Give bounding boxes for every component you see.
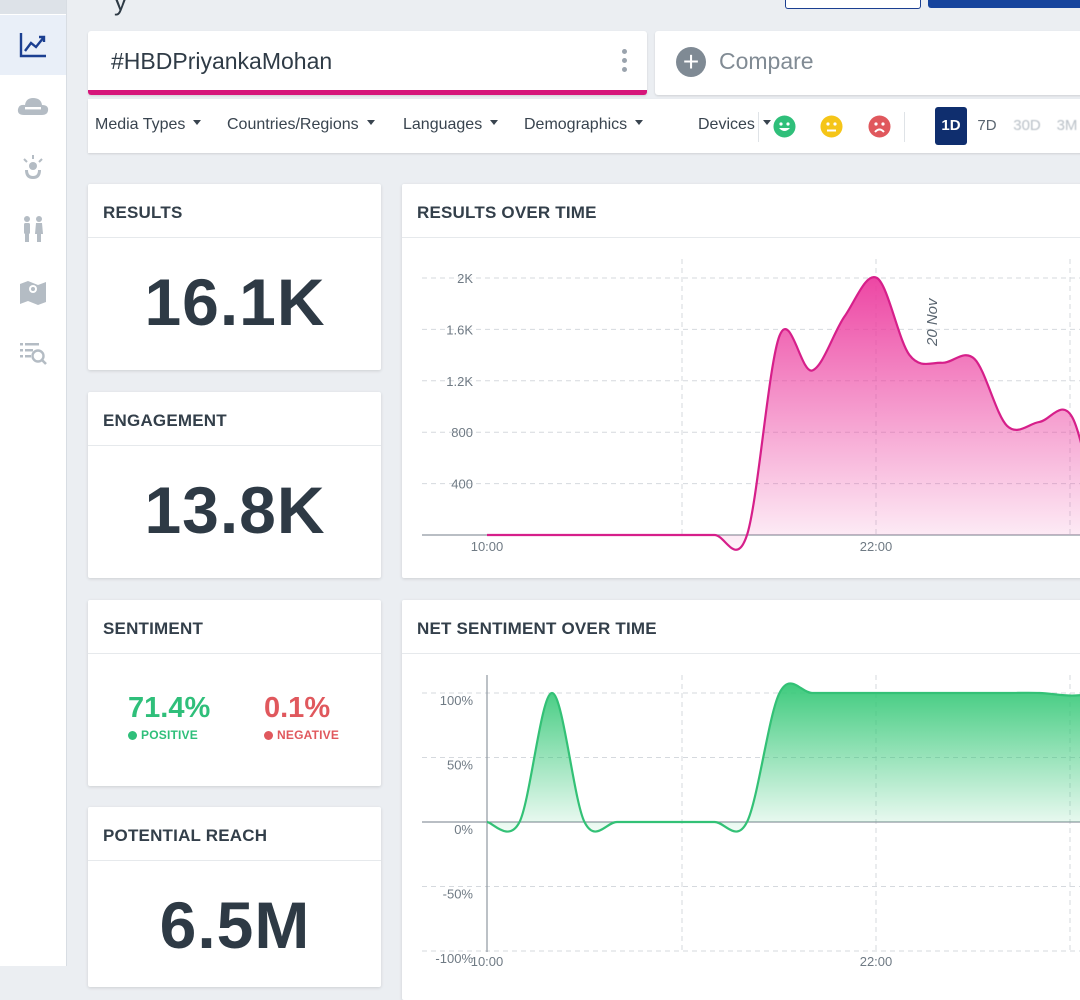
date-marker: 20 Nov xyxy=(924,297,941,347)
y-tick-label: -50% xyxy=(443,887,474,902)
demographics-icon xyxy=(19,214,47,244)
net-sentiment-card: NET SENTIMENT OVER TIME 100%50%0%-50%-10… xyxy=(402,600,1080,1000)
y-tick-label: 400 xyxy=(451,477,473,492)
y-tick-label: 100% xyxy=(440,693,474,708)
more-options-icon[interactable] xyxy=(620,49,628,77)
y-tick-label: 1.2K xyxy=(446,374,473,389)
positive-face-icon[interactable] xyxy=(773,115,796,138)
query-text[interactable]: #HBDPriyankaMohan xyxy=(111,48,332,75)
filter-demographics[interactable]: Demographics xyxy=(524,116,643,134)
caret-down-icon xyxy=(763,120,771,125)
filter-countries-regions[interactable]: Countries/Regions xyxy=(227,116,375,134)
sidebar-item-analytics[interactable] xyxy=(0,15,66,75)
range-30d-button[interactable]: 30D xyxy=(1011,107,1043,145)
y-tick-label: 50% xyxy=(447,758,473,773)
neutral-face-icon[interactable] xyxy=(820,115,843,138)
x-tick-label: 22:00 xyxy=(860,954,893,969)
caret-down-icon xyxy=(367,120,375,125)
negative-value: 0.1% xyxy=(264,692,330,725)
compare-label[interactable]: Compare xyxy=(719,48,814,75)
filter-bar: Media Types Countries/Regions Languages … xyxy=(88,99,1080,153)
query-accent-underline xyxy=(88,90,647,95)
reach-title: POTENTIAL REACH xyxy=(103,826,267,846)
y-tick-label: -100% xyxy=(435,951,473,966)
card-divider xyxy=(88,237,381,238)
sidebar-top-strip xyxy=(0,0,66,14)
y-tick-label: 2K xyxy=(457,271,473,286)
x-tick-label: 10:00 xyxy=(471,539,504,554)
caret-down-icon xyxy=(635,120,643,125)
filter-media-types[interactable]: Media Types xyxy=(95,116,201,134)
sidebar-item-influencers[interactable] xyxy=(0,138,66,198)
card-divider xyxy=(88,860,381,861)
caret-down-icon xyxy=(193,120,201,125)
y-tick-label: 800 xyxy=(451,425,473,440)
results-area xyxy=(487,277,1080,550)
sidebar-item-mentions[interactable] xyxy=(0,323,66,383)
results-card: RESULTS 16.1K xyxy=(88,184,381,370)
query-card[interactable]: #HBDPriyankaMohan xyxy=(88,31,647,95)
caret-down-icon xyxy=(490,120,498,125)
negative-face-icon xyxy=(264,731,273,740)
range-1d-button[interactable]: 1D xyxy=(935,107,967,145)
y-tick-label: 1.6K xyxy=(446,322,473,337)
negative-face-icon[interactable] xyxy=(868,115,891,138)
engagement-card: ENGAGEMENT 13.8K xyxy=(88,392,381,578)
filter-languages[interactable]: Languages xyxy=(403,116,498,134)
x-tick-label: 10:00 xyxy=(471,954,504,969)
sidebar-item-demographics[interactable] xyxy=(0,199,66,259)
negative-label: NEGATIVE xyxy=(264,728,339,742)
results-value: 16.1K xyxy=(88,264,382,340)
influencer-icon xyxy=(18,153,48,183)
sidebar-item-topics[interactable] xyxy=(0,77,66,137)
cloud-icon xyxy=(16,95,50,119)
positive-label: POSITIVE xyxy=(128,728,198,742)
positive-value: 71.4% xyxy=(128,692,210,725)
plus-icon[interactable]: + xyxy=(676,47,706,77)
map-icon xyxy=(18,278,48,306)
search-list-icon xyxy=(18,339,48,367)
sentiment-card: SENTIMENT 71.4% POSITIVE 0.1% NEGATIVE xyxy=(88,600,381,786)
filter-divider xyxy=(758,112,759,142)
y-tick-label: 0% xyxy=(454,822,473,837)
line-chart-icon xyxy=(18,31,48,59)
card-divider xyxy=(88,445,381,446)
range-7d-button[interactable]: 7D xyxy=(971,107,1003,145)
results-chart[interactable]: 2K 1.6K 1.2K 800 400 10:00 22:00 20 Nov xyxy=(402,184,1080,578)
header-primary-button[interactable] xyxy=(928,0,1080,8)
sentiment-title: SENTIMENT xyxy=(103,619,203,639)
filter-devices[interactable]: Devices xyxy=(698,116,771,134)
range-3m-button[interactable]: 3M xyxy=(1051,107,1080,145)
results-title: RESULTS xyxy=(103,203,182,223)
x-tick-label: 22:00 xyxy=(860,539,893,554)
compare-card[interactable]: + Compare xyxy=(655,31,1080,95)
sidebar-item-geography[interactable] xyxy=(0,262,66,322)
page-title-fragment: y xyxy=(114,0,127,17)
card-divider xyxy=(88,653,381,654)
sidebar xyxy=(0,0,67,966)
engagement-title: ENGAGEMENT xyxy=(103,411,227,431)
reach-card: POTENTIAL REACH 6.5M xyxy=(88,807,381,987)
engagement-value: 13.8K xyxy=(88,472,382,548)
header-outline-button[interactable] xyxy=(785,0,921,9)
net-sentiment-chart[interactable]: 100% 50% 0% -50% -100%10:00 22:00 xyxy=(402,600,1080,1000)
filter-divider xyxy=(904,112,905,142)
positive-face-icon xyxy=(128,731,137,740)
reach-value: 6.5M xyxy=(88,887,382,963)
